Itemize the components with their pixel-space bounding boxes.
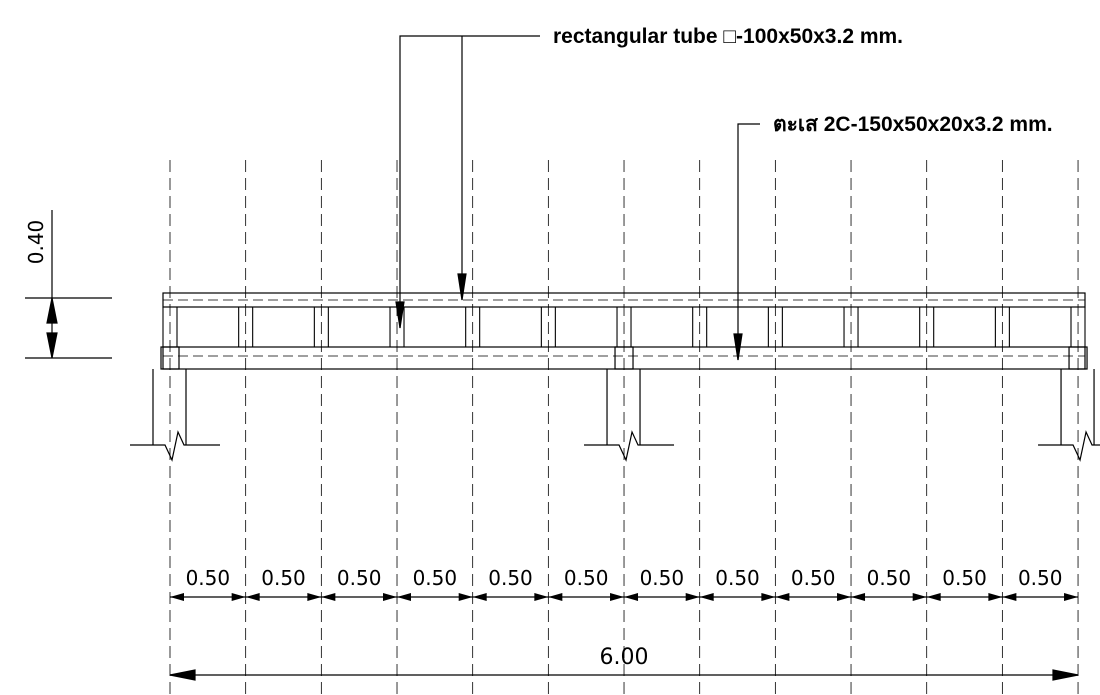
spacing-dim-label: 0.50	[942, 566, 987, 590]
dim-arrow	[775, 593, 790, 601]
overall-dimension	[169, 669, 1079, 681]
spacing-dim-label: 0.50	[640, 566, 685, 590]
spacing-dim-label: 0.50	[564, 566, 609, 590]
spacing-dim-label: 0.50	[186, 566, 231, 590]
overall-dim-label: 6.00	[600, 645, 649, 670]
column-cap	[614, 346, 634, 370]
spacing-dim-label: 0.50	[715, 566, 760, 590]
spacing-dim-label: 0.50	[261, 566, 306, 590]
spacing-dim-label: 0.50	[791, 566, 836, 590]
dim-arrow	[699, 593, 714, 601]
dim-arrow	[231, 593, 246, 601]
bottom-chord-leader	[733, 123, 760, 361]
height-dimension	[25, 210, 112, 359]
dim-arrow	[926, 593, 941, 601]
dim-arrow	[170, 593, 184, 601]
dim-arrow	[472, 593, 487, 601]
dim-arrow	[534, 593, 549, 601]
top-chord-label: rectangular tube □-100x50x3.2 mm.	[553, 25, 903, 48]
dim-arrow	[1002, 593, 1017, 601]
break-symbol	[584, 430, 675, 462]
dim-arrow	[761, 593, 776, 601]
dim-arrow	[912, 593, 927, 601]
dim-arrow	[321, 593, 336, 601]
dim-arrow	[307, 593, 322, 601]
break-symbol	[130, 430, 220, 462]
spacing-dimensions: 0.50 0.50 0.50 0.50 0.50 0.50 0.50 0.50 0.50 0.50…	[170, 566, 1079, 601]
spacing-dim-label: 0.50	[337, 566, 382, 590]
dim-arrow	[1064, 593, 1079, 601]
spacing-dim-label: 0.50	[1018, 566, 1063, 590]
support-columns	[130, 346, 1100, 462]
break-symbol	[1038, 430, 1100, 462]
dim-arrow	[397, 593, 412, 601]
dim-arrow	[458, 593, 473, 601]
column-cap	[160, 346, 180, 370]
dim-arrow	[988, 593, 1003, 601]
dim-arrow	[685, 593, 700, 601]
dim-arrow	[383, 593, 398, 601]
dim-arrow	[610, 593, 625, 601]
height-dim-label: 0.40	[24, 220, 48, 265]
dim-arrow	[245, 593, 260, 601]
truss-posts	[162, 307, 1086, 347]
spacing-dim-label: 0.50	[488, 566, 533, 590]
dim-arrow	[851, 593, 866, 601]
column-cap	[1068, 346, 1088, 370]
grid-lines	[169, 160, 1079, 695]
top-chord-leader	[395, 35, 540, 329]
dim-arrow	[837, 593, 852, 601]
bottom-chord-label: ตะเส 2C-150x50x20x3.2 mm.	[773, 113, 1053, 136]
spacing-dim-label: 0.50	[413, 566, 458, 590]
spacing-dim-label: 0.50	[867, 566, 912, 590]
dim-arrow	[548, 593, 563, 601]
dim-arrow	[624, 593, 639, 601]
